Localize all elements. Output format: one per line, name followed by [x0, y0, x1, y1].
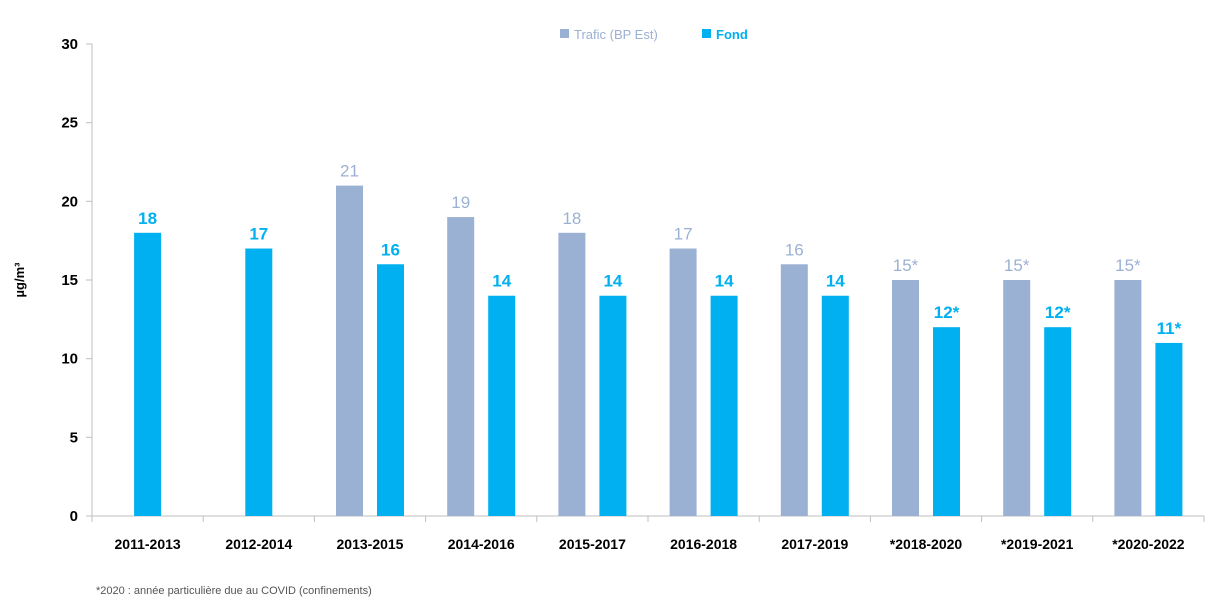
bar-fond: [1044, 327, 1072, 516]
bar-fond: [134, 232, 162, 517]
data-label-trafic: 16: [785, 240, 804, 259]
legend-label: Fond: [716, 27, 748, 42]
legend: Trafic (BP Est) Fond: [560, 27, 748, 42]
x-tick-label: 2012-2014: [225, 536, 292, 552]
y-tick-label: 25: [61, 115, 78, 132]
legend-swatch: [702, 29, 711, 38]
bar-fond: [1155, 342, 1183, 516]
bar-trafic: [336, 185, 363, 516]
bar-fond: [599, 295, 627, 516]
bar-trafic: [1003, 280, 1031, 516]
y-tick-label: 10: [61, 351, 78, 368]
x-tick-label: *2019-2021: [1001, 536, 1074, 552]
data-label-fond: 14: [492, 272, 511, 291]
data-label-fond: 18: [138, 209, 157, 228]
footnote: *2020 : année particulière due au COVID …: [96, 585, 372, 597]
x-tick-label: 2013-2015: [337, 536, 404, 552]
x-axis: 2011-2013 2012-2014 2013-2015 2014-2016 2015…: [91, 515, 1205, 552]
bar-trafic: [447, 217, 475, 517]
data-label-trafic: 17: [674, 225, 693, 244]
data-label-trafic: 15*: [1004, 256, 1030, 275]
data-label-fond: 11*: [1157, 319, 1182, 338]
y-tick-label: 5: [70, 429, 78, 446]
data-label-trafic: 15*: [893, 256, 919, 275]
data-label-trafic: 18: [562, 209, 581, 228]
bar-trafic: [780, 264, 808, 516]
x-tick-label: 2011-2013: [115, 536, 181, 552]
data-label-fond: 14: [826, 272, 845, 291]
y-tick-label: 20: [61, 193, 78, 210]
x-tick-label: 2017-2019: [781, 536, 848, 552]
y-tick-label: 30: [61, 36, 78, 53]
x-tick-label: *2018-2020: [890, 536, 963, 552]
data-label-trafic: 15*: [1115, 256, 1141, 275]
data-label-fond: 14: [715, 272, 734, 291]
y-axis: 0 5 10 15 20 25 30: [61, 36, 93, 525]
data-label-fond: 12*: [1045, 303, 1071, 322]
data-label-trafic: 19: [451, 193, 470, 212]
x-tick-label: 2016-2018: [670, 536, 737, 552]
data-label-fond: 12*: [934, 303, 960, 322]
bar-trafic: [558, 232, 586, 517]
bar-trafic: [1114, 280, 1142, 516]
x-tick-label: *2020-2022: [1112, 536, 1185, 552]
legend-label: Trafic (BP Est): [574, 27, 658, 42]
bar-fond: [821, 295, 849, 516]
x-tick-label: 2015-2017: [559, 536, 626, 552]
bar-trafic: [892, 280, 919, 516]
x-tick-label: 2014-2016: [448, 536, 515, 552]
legend-swatch: [560, 29, 569, 38]
y-tick-label: 0: [70, 508, 78, 525]
y-tick-label: 15: [61, 272, 78, 289]
bar-fond: [710, 295, 738, 516]
bar-fond: [933, 327, 960, 516]
data-label-fond: 14: [603, 272, 622, 291]
bars-group: [134, 185, 1183, 517]
bar-fond: [377, 264, 404, 516]
y-axis-label: µg/m³: [12, 262, 27, 298]
bar-fond: [488, 295, 516, 516]
bar-trafic: [669, 248, 697, 517]
data-label-fond: 16: [381, 240, 400, 259]
data-label-fond: 17: [249, 225, 268, 244]
data-label-trafic: 21: [340, 162, 359, 181]
data-labels-group: 18 17 21 16 19 14 18 14 17 14 16 14 15* 12* 15* 12* 15* 1…: [138, 162, 1181, 338]
bar-fond: [245, 248, 273, 517]
